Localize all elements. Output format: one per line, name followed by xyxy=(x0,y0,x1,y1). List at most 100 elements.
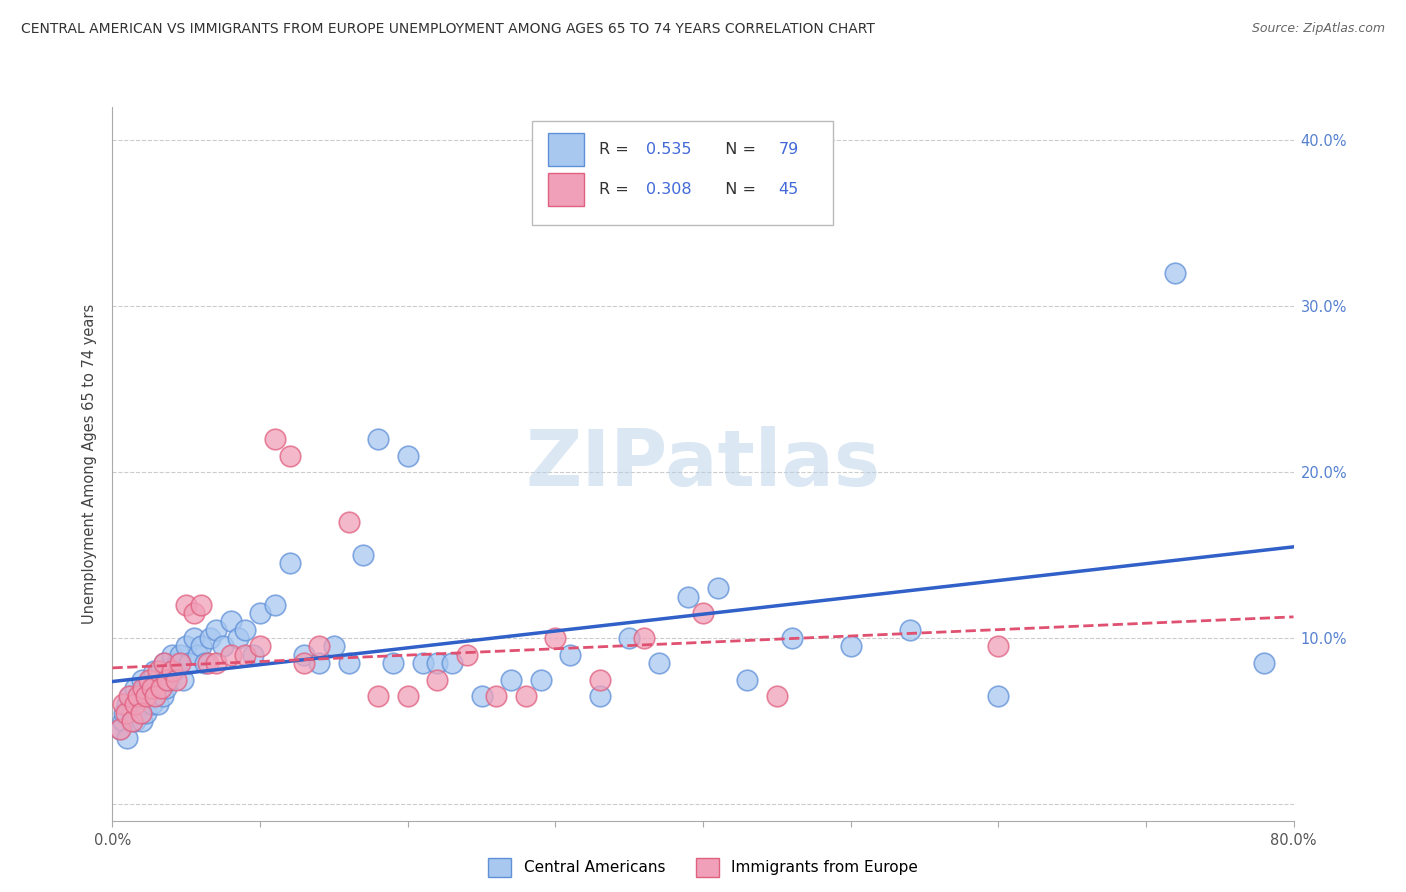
Text: 45: 45 xyxy=(779,182,799,197)
Point xyxy=(529,673,551,687)
Point xyxy=(426,656,449,670)
Point xyxy=(278,557,301,571)
Point xyxy=(141,681,163,695)
Point xyxy=(485,689,508,703)
Point xyxy=(212,640,235,654)
Point xyxy=(136,689,159,703)
Point xyxy=(411,656,433,670)
Text: N =: N = xyxy=(714,143,761,157)
Point xyxy=(839,640,862,654)
Point xyxy=(124,681,146,695)
Point xyxy=(190,598,212,612)
Point xyxy=(194,656,217,670)
Point xyxy=(117,698,138,712)
Legend: Central Americans, Immigrants from Europe: Central Americans, Immigrants from Europ… xyxy=(481,850,925,884)
Point xyxy=(129,706,152,720)
Point xyxy=(515,689,537,703)
Point xyxy=(127,689,149,703)
Point xyxy=(619,631,641,645)
Point xyxy=(138,673,160,687)
Text: R =: R = xyxy=(599,143,634,157)
Point xyxy=(633,631,655,645)
Point xyxy=(149,681,172,695)
Point xyxy=(150,665,173,679)
Point xyxy=(190,640,212,654)
Point xyxy=(127,698,149,712)
Point xyxy=(138,681,160,695)
Point xyxy=(117,731,138,745)
Point xyxy=(249,606,271,620)
Point xyxy=(183,606,205,620)
Point xyxy=(114,706,136,720)
Point xyxy=(470,689,494,703)
Point xyxy=(174,640,197,654)
Point xyxy=(198,631,221,645)
Point xyxy=(179,656,201,670)
Point xyxy=(456,648,478,662)
Point xyxy=(588,673,610,687)
Point xyxy=(242,648,264,662)
Point xyxy=(148,665,170,679)
Point xyxy=(292,656,315,670)
Point xyxy=(308,656,330,670)
Point xyxy=(121,706,143,720)
Point xyxy=(155,681,177,695)
Point xyxy=(134,681,156,695)
Point xyxy=(382,656,405,670)
Point xyxy=(352,548,374,562)
Point xyxy=(197,656,219,670)
Point xyxy=(142,665,165,679)
Point xyxy=(124,714,146,728)
Point xyxy=(141,698,163,712)
Point xyxy=(367,432,389,446)
Point xyxy=(219,615,242,629)
Point xyxy=(131,714,153,728)
Point xyxy=(183,631,205,645)
Point xyxy=(441,656,464,670)
Text: 0.535: 0.535 xyxy=(647,143,692,157)
Point xyxy=(153,656,176,670)
Point xyxy=(264,432,287,446)
Point xyxy=(132,681,155,695)
Point xyxy=(120,689,142,703)
Point xyxy=(308,640,330,654)
Point xyxy=(166,656,188,670)
Point xyxy=(153,656,176,670)
Point xyxy=(544,631,567,645)
Point xyxy=(233,648,256,662)
Point xyxy=(131,673,153,687)
Point xyxy=(128,706,150,720)
Point xyxy=(163,665,186,679)
Text: 0.308: 0.308 xyxy=(647,182,692,197)
FancyBboxPatch shape xyxy=(548,173,583,206)
Point xyxy=(146,673,169,687)
Y-axis label: Unemployment Among Ages 65 to 74 years: Unemployment Among Ages 65 to 74 years xyxy=(82,303,97,624)
Point xyxy=(323,640,346,654)
Point xyxy=(174,598,197,612)
Point xyxy=(150,681,173,695)
Point xyxy=(501,673,523,687)
Point xyxy=(766,689,789,703)
Point xyxy=(108,723,131,737)
Point xyxy=(558,648,582,662)
Point xyxy=(143,689,166,703)
Point xyxy=(160,648,183,662)
FancyBboxPatch shape xyxy=(531,121,832,225)
Point xyxy=(111,714,134,728)
Point xyxy=(152,689,174,703)
Point xyxy=(160,665,183,679)
Point xyxy=(396,689,419,703)
Text: CENTRAL AMERICAN VS IMMIGRANTS FROM EUROPE UNEMPLOYMENT AMONG AGES 65 TO 74 YEAR: CENTRAL AMERICAN VS IMMIGRANTS FROM EURO… xyxy=(21,22,875,37)
Point xyxy=(898,623,921,637)
Point xyxy=(987,640,1010,654)
Text: 79: 79 xyxy=(779,143,799,157)
Point xyxy=(205,623,228,637)
Point xyxy=(588,689,610,703)
Point xyxy=(172,673,194,687)
Point xyxy=(148,698,170,712)
Text: ZIPatlas: ZIPatlas xyxy=(526,425,880,502)
Point xyxy=(264,598,287,612)
Point xyxy=(165,673,187,687)
Text: R =: R = xyxy=(599,182,634,197)
Point xyxy=(112,706,135,720)
